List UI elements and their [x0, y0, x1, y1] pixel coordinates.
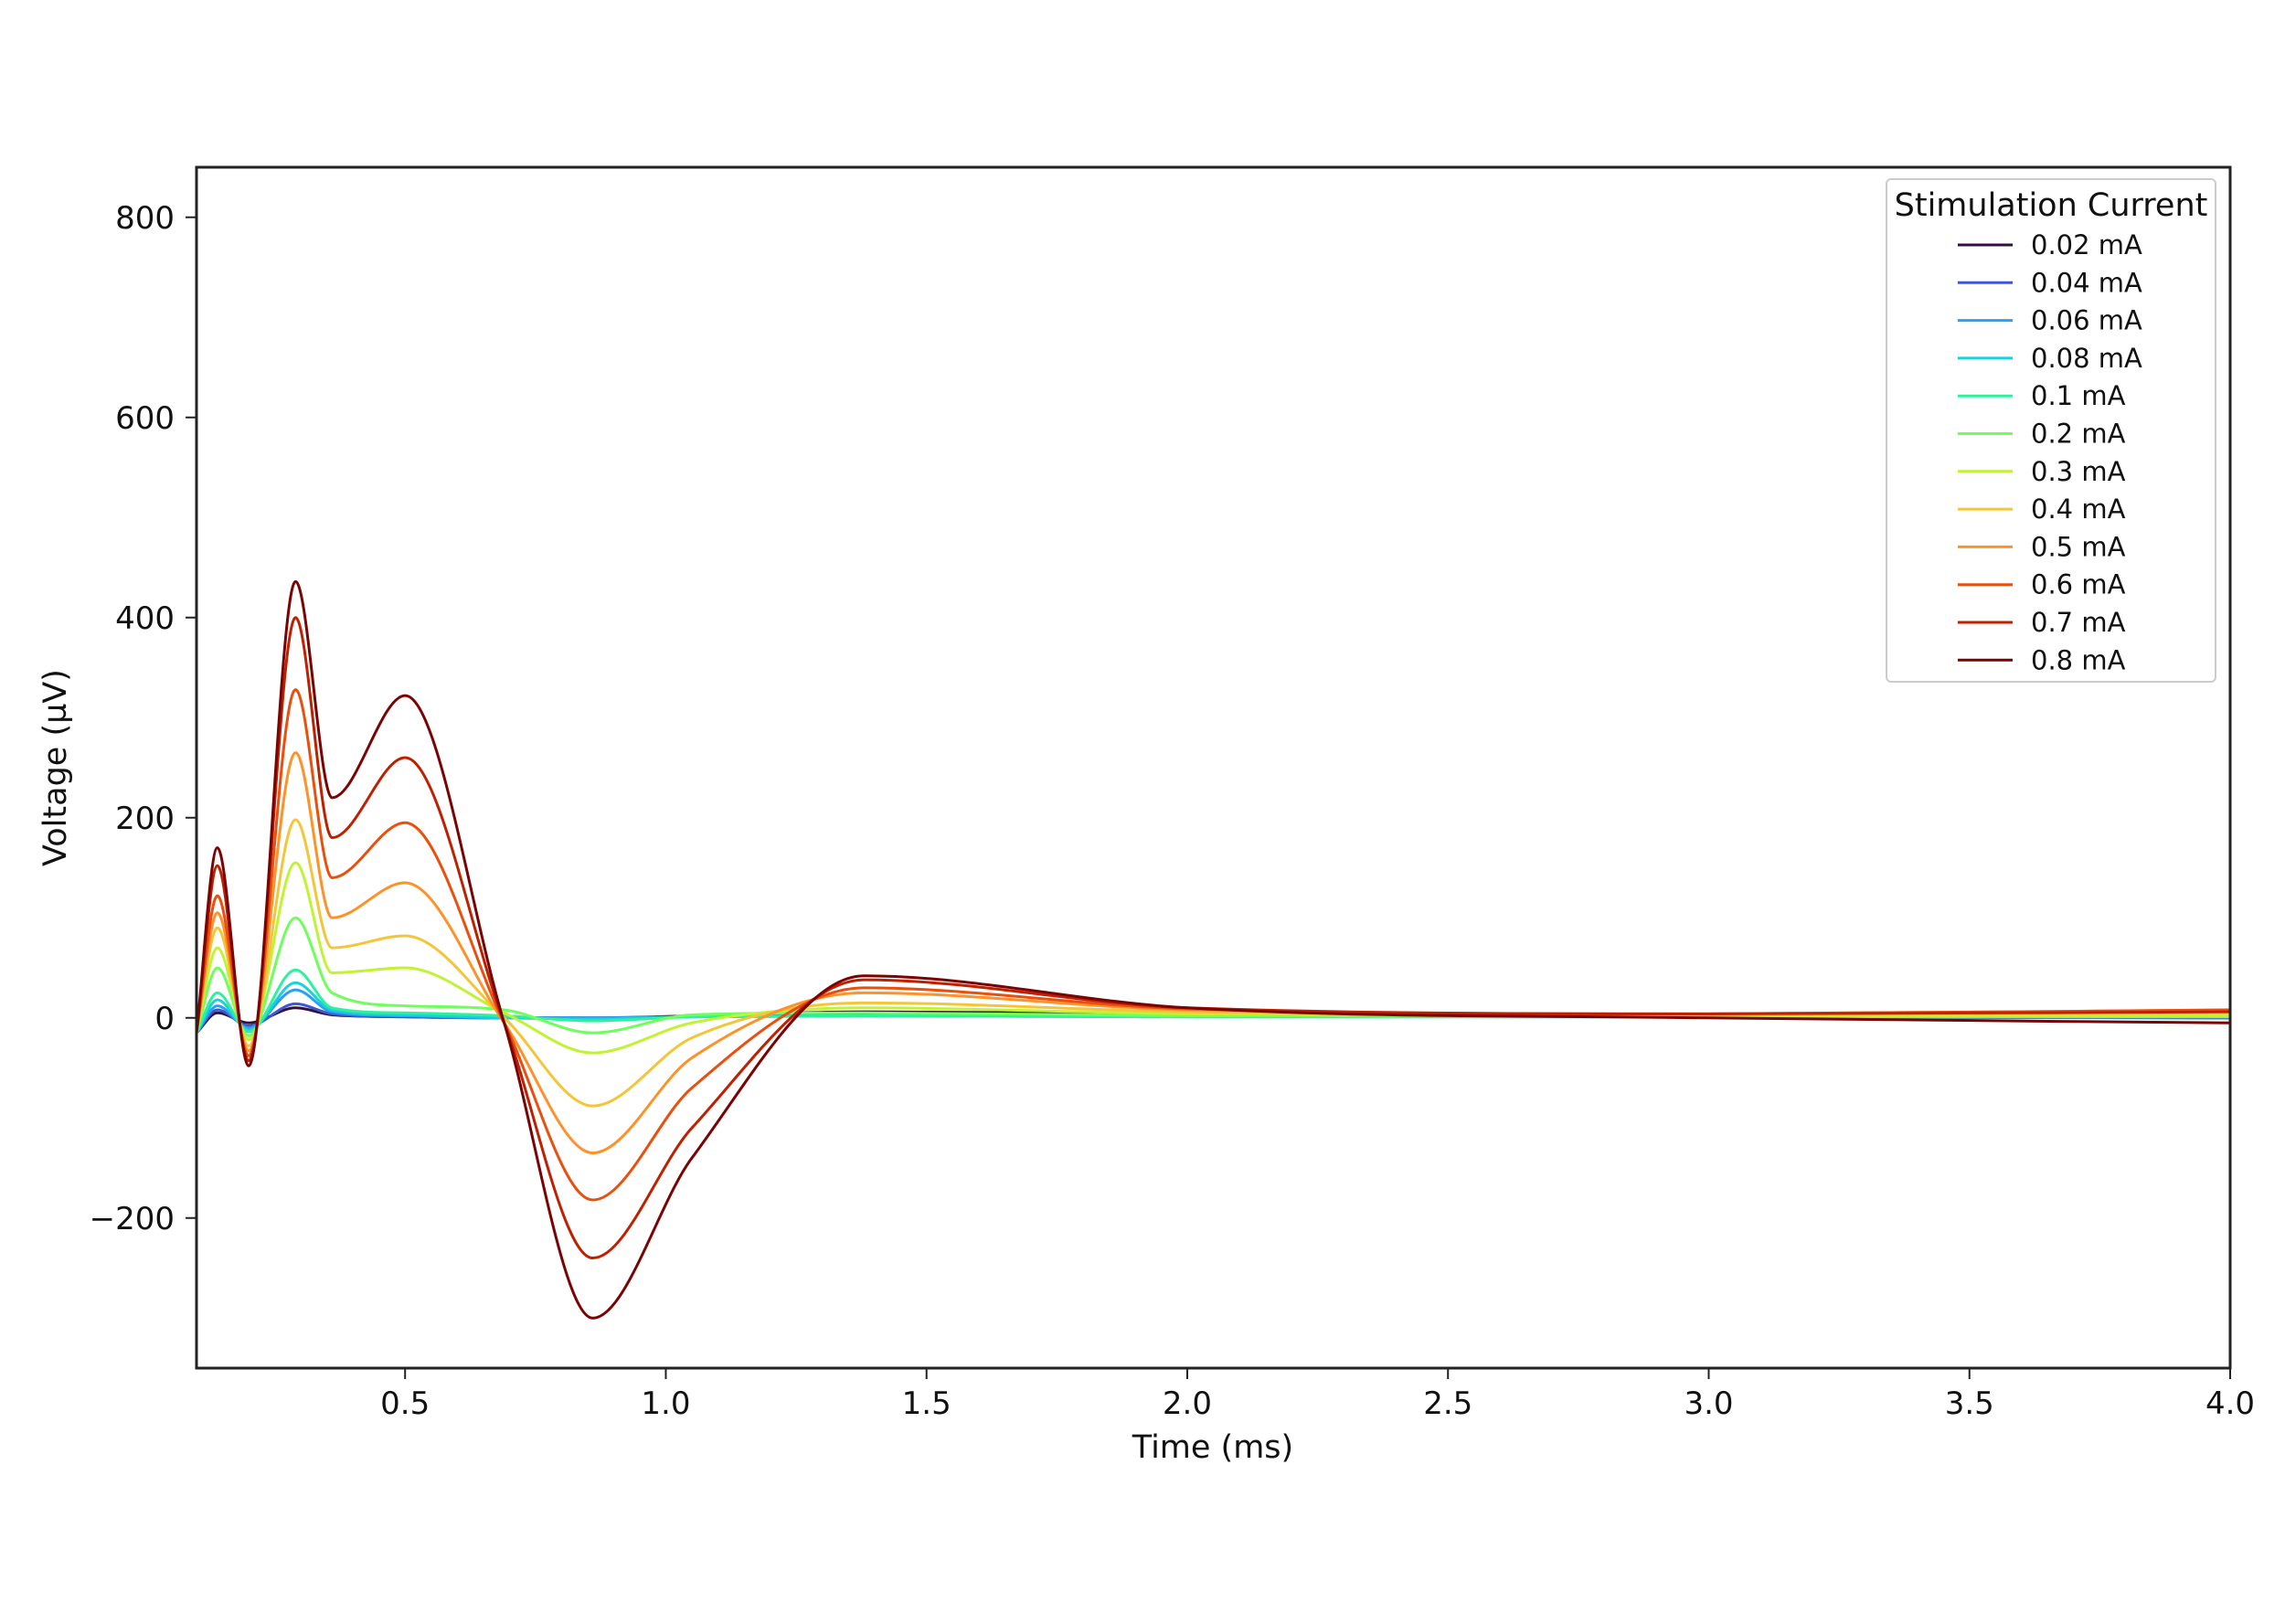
y-tick-label: 600 [115, 400, 175, 437]
legend-box [1886, 178, 2216, 683]
x-axis: 0.5 1.0 1.5 2.0 2.5 3.0 3.5 4.0 [380, 1368, 2255, 1422]
legend-label: 0.2 mA [2031, 419, 2126, 450]
legend-label: 0.6 mA [2031, 569, 2126, 600]
y-axis-label: Voltage (µV) [37, 669, 74, 866]
x-tick-label: 4.0 [2205, 1385, 2255, 1422]
y-tick-label: 800 [115, 200, 175, 237]
legend-label: 0.4 mA [2031, 494, 2126, 525]
y-axis: −200 0 200 400 600 800 [90, 200, 197, 1237]
legend-entries: 0.02 mA 0.04 mA 0.06 mA 0.08 mA 0.1 mA 0.2 mA… [1958, 229, 2142, 675]
x-tick-label: 2.5 [1423, 1385, 1472, 1422]
x-tick-label: 2.0 [1163, 1385, 1212, 1422]
y-tick-label: 0 [154, 1001, 175, 1037]
legend-title: Stimulation Current [1895, 187, 2208, 224]
legend-label: 0.06 mA [2031, 305, 2142, 336]
plot-frame [195, 165, 2232, 1370]
x-tick-label: 1.0 [641, 1385, 690, 1422]
x-tick-label: 1.5 [902, 1385, 951, 1422]
x-axis-label: Time (ms) [1132, 1429, 1293, 1466]
legend-label: 0.7 mA [2031, 607, 2126, 638]
y-tick-label: 400 [115, 600, 175, 637]
x-tick-label: 0.5 [380, 1385, 430, 1422]
legend-label: 0.3 mA [2031, 456, 2126, 487]
series-layer [195, 579, 2232, 1320]
x-tick-label: 3.5 [1945, 1385, 1994, 1422]
legend-label: 0.08 mA [2031, 343, 2142, 374]
legend: Stimulation Current 0.02 mA 0.04 mA 0.06 m… [1886, 178, 2216, 683]
legend-label: 0.1 mA [2031, 380, 2126, 411]
y-tick-label: 200 [115, 801, 175, 837]
legend-label: 0.5 mA [2031, 531, 2126, 562]
y-tick-label: −200 [90, 1201, 175, 1237]
series-line-0_8-mA [195, 579, 2232, 1320]
legend-label: 0.04 mA [2031, 267, 2142, 298]
x-tick-label: 3.0 [1684, 1385, 1733, 1422]
legend-label: 0.8 mA [2031, 644, 2126, 675]
legend-label: 0.02 mA [2031, 229, 2142, 260]
